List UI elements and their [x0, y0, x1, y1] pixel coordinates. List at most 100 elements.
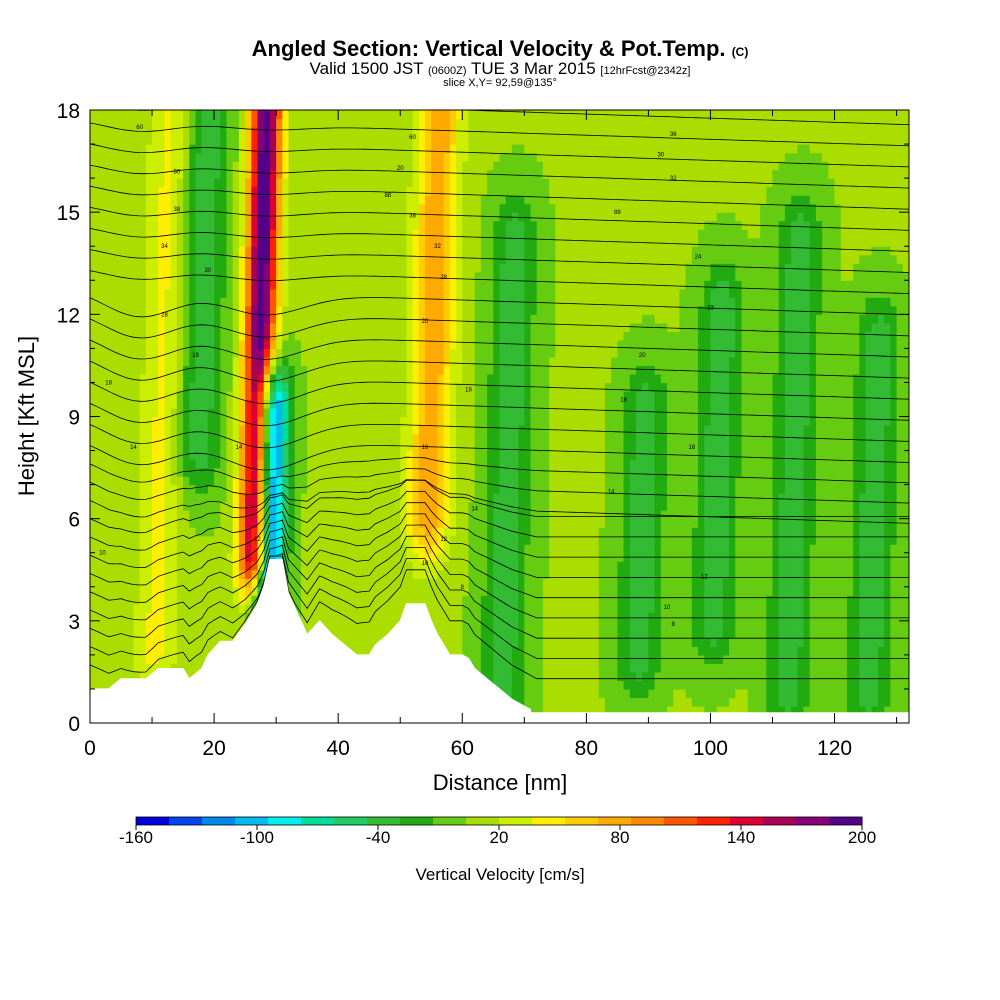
field-cell: [121, 663, 128, 673]
field-cell: [338, 578, 345, 588]
field-cell: [437, 552, 445, 562]
field-cell: [499, 578, 507, 588]
field-cell: [394, 322, 401, 332]
field-cell: [183, 288, 190, 298]
field-cell: [133, 135, 141, 145]
field-cell: [319, 195, 327, 205]
field-cell: [363, 620, 370, 630]
field-cell: [363, 127, 370, 137]
field-cell: [207, 612, 215, 622]
field-cell: [325, 195, 333, 205]
field-cell: [350, 348, 358, 358]
field-cell: [325, 518, 333, 528]
field-cell: [325, 407, 333, 418]
field-cell: [480, 467, 488, 477]
field-cell: [257, 535, 265, 545]
field-cell: [90, 620, 97, 630]
field-cell: [189, 331, 197, 341]
field-cell: [394, 135, 401, 145]
field-cell: [257, 331, 265, 341]
field-cell: [307, 331, 314, 341]
field-cell: [474, 220, 482, 230]
field-cell: [145, 212, 153, 222]
field-cell: [102, 203, 110, 213]
field-cell: [313, 254, 321, 264]
field-cell: [226, 297, 234, 307]
field-cell: [356, 339, 364, 349]
field-cell: [350, 527, 358, 537]
field-cell: [164, 527, 172, 537]
field-cell: [251, 203, 259, 213]
field-cell: [139, 646, 147, 656]
field-cell: [406, 110, 414, 120]
field-cell: [468, 135, 476, 145]
field-cell: [127, 118, 135, 128]
field-cell: [282, 135, 290, 145]
field-cell: [127, 144, 135, 154]
field-cell: [251, 433, 259, 443]
field-cell: [505, 339, 513, 349]
field-cell: [449, 459, 457, 469]
field-cell: [201, 152, 209, 162]
field-cell: [474, 271, 482, 281]
field-cell: [456, 263, 463, 273]
field-cell: [183, 467, 190, 477]
field-cell: [96, 484, 104, 494]
field-cell: [363, 305, 370, 315]
field-cell: [456, 407, 463, 418]
field-cell: [294, 297, 302, 307]
field-cell: [325, 203, 333, 213]
field-cell: [431, 237, 439, 247]
field-cell: [90, 578, 97, 588]
field-cell: [431, 288, 439, 298]
field-cell: [201, 578, 209, 588]
field-cell: [195, 390, 203, 401]
field-cell: [319, 237, 327, 247]
field-cell: [350, 595, 358, 605]
field-cell: [170, 169, 178, 179]
field-cell: [493, 620, 501, 630]
field-cell: [269, 552, 277, 562]
field-cell: [282, 484, 290, 494]
field-cell: [183, 407, 190, 418]
field-cell: [505, 527, 513, 537]
field-cell: [288, 527, 296, 537]
field-cell: [325, 476, 333, 486]
field-cell: [226, 203, 234, 213]
field-cell: [102, 263, 110, 273]
field-cell: [462, 637, 470, 647]
field-cell: [152, 271, 159, 281]
field-cell: [375, 186, 383, 196]
field-cell: [90, 527, 97, 537]
field-cell: [394, 442, 401, 452]
field-cell: [381, 373, 389, 384]
field-cell: [127, 356, 135, 367]
field-cell: [313, 297, 321, 307]
field-cell: [176, 288, 184, 298]
field-cell: [238, 297, 246, 307]
field-cell: [226, 373, 234, 384]
field-cell: [238, 493, 246, 503]
field-cell: [294, 416, 302, 426]
field-cell: [363, 195, 370, 205]
field-cell: [220, 356, 228, 367]
field-cell: [456, 399, 463, 409]
field-cell: [207, 620, 215, 630]
field-cell: [133, 288, 141, 298]
field-cell: [381, 595, 389, 605]
field-cell: [505, 127, 513, 137]
field-cell: [139, 612, 147, 622]
field-cell: [319, 144, 327, 154]
field-cell: [499, 144, 507, 154]
field-cell: [437, 203, 445, 213]
field-cell: [468, 152, 476, 162]
field-cell: [462, 450, 470, 460]
field-cell: [232, 595, 240, 605]
field-cell: [251, 280, 259, 290]
field-cell: [418, 356, 426, 367]
field-cell: [214, 527, 221, 537]
field-cell: [245, 212, 252, 222]
field-cell: [220, 527, 228, 537]
field-cell: [189, 620, 197, 630]
field-cell: [437, 271, 445, 281]
